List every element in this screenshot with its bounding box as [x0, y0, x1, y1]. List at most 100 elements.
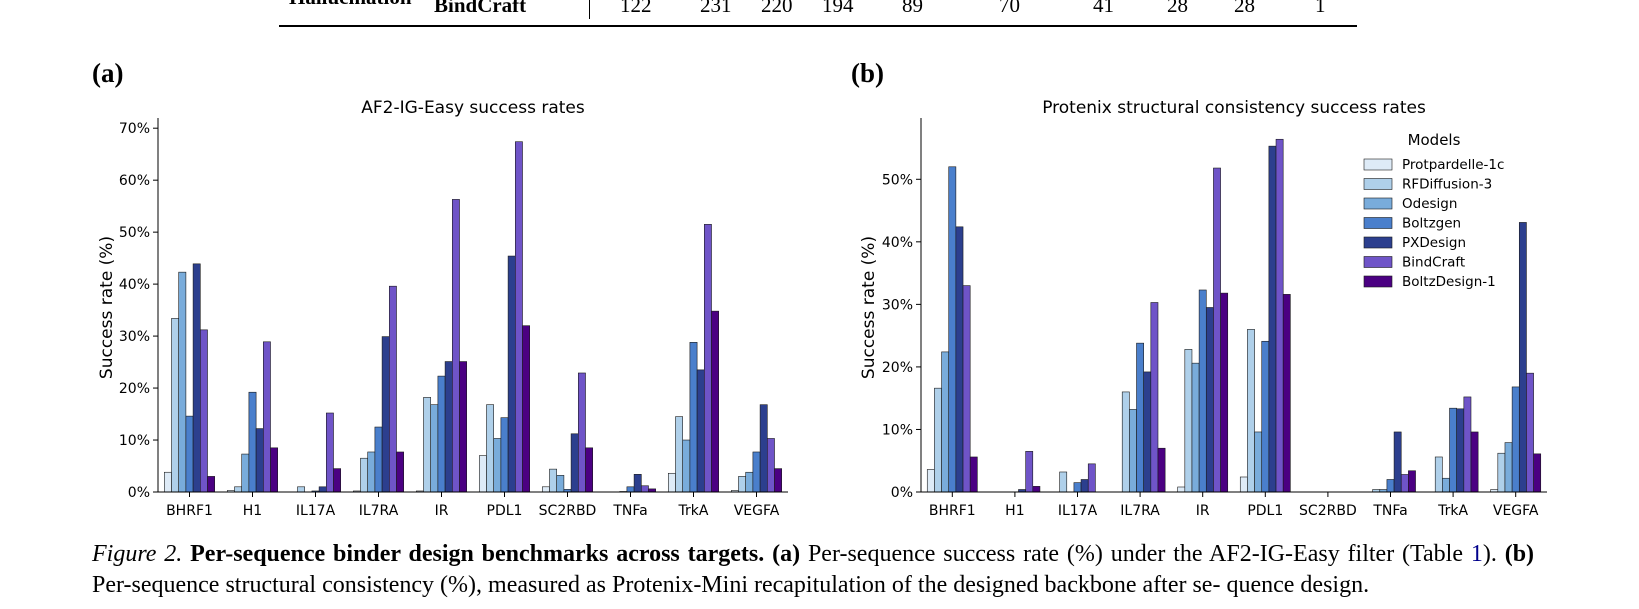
- bar: [1400, 474, 1409, 493]
- legend-swatch: [1363, 275, 1393, 288]
- x-tick-label: SC2RBD: [539, 503, 597, 519]
- x-tick-label: TrkA: [678, 503, 709, 519]
- bar: [941, 351, 950, 493]
- y-tick-label: 40%: [119, 277, 150, 293]
- y-tick-label: 20%: [882, 360, 913, 376]
- table-cell: 41: [1093, 0, 1114, 17]
- bar: [934, 387, 942, 493]
- bar: [1526, 372, 1534, 493]
- x-tick-label: BHRF1: [929, 503, 976, 519]
- table-cell: 194: [822, 0, 854, 17]
- bar: [962, 285, 971, 493]
- bar: [926, 469, 935, 493]
- x-tick-label: VEGFA: [1493, 503, 1539, 519]
- legend-label: PXDesign: [1402, 235, 1466, 251]
- caption-table-link[interactable]: 1: [1470, 541, 1483, 567]
- y-tick-label: 0%: [891, 485, 913, 501]
- bar: [1191, 362, 1200, 493]
- caption-b-text: Per-sequence structural consistency (%),…: [92, 572, 1221, 598]
- bar: [1463, 396, 1472, 493]
- bar: [1073, 482, 1082, 493]
- table-cell: 1: [1315, 0, 1326, 17]
- x-tick-label: IL7RA: [1120, 503, 1160, 519]
- bar: [1157, 447, 1166, 493]
- bar: [1150, 302, 1159, 493]
- caption-b-label: (b): [1504, 541, 1535, 567]
- y-tick-label: 70%: [119, 121, 150, 137]
- panel-label-a: (a): [92, 58, 124, 88]
- bar: [1408, 470, 1416, 493]
- table-row-label: BindCraft: [434, 0, 527, 17]
- bar: [1080, 479, 1089, 493]
- caption-last-line: quence design.: [1226, 572, 1370, 598]
- table-column-separator: [589, 0, 590, 19]
- x-tick-label: TNFa: [612, 503, 647, 519]
- bar: [1434, 456, 1443, 493]
- bar: [1504, 442, 1513, 493]
- table-cell: 28: [1167, 0, 1188, 17]
- bar: [1442, 477, 1450, 493]
- y-axis-label: Success rate (%): [859, 236, 879, 379]
- bar: [1497, 452, 1506, 493]
- legend-title: Models: [1408, 131, 1461, 149]
- legend-swatch: [1363, 178, 1393, 190]
- x-tick-label: SC2RBD: [1299, 503, 1357, 519]
- table-cell: 89: [902, 0, 923, 17]
- bar: [1247, 329, 1255, 493]
- x-tick-label: PDL1: [1247, 503, 1283, 519]
- bar: [955, 226, 964, 493]
- y-tick-label: 0%: [128, 485, 150, 501]
- bar: [1282, 294, 1291, 493]
- bar: [1198, 289, 1207, 493]
- bar: [1136, 342, 1144, 493]
- legend-label: BoltzDesign-1: [1402, 274, 1496, 290]
- x-tick-label: IR: [435, 503, 449, 519]
- bar: [1261, 340, 1270, 493]
- legend-label: Boltzgen: [1402, 216, 1461, 232]
- y-axis-label: Success rate (%): [97, 236, 117, 379]
- legend-swatch: [1363, 197, 1393, 210]
- caption-figure-label: Figure 2.: [92, 541, 183, 567]
- chart-title: Protenix structural consistency success …: [1042, 98, 1426, 118]
- caption-table-open: (Table: [1402, 541, 1471, 567]
- bar: [1275, 138, 1284, 493]
- x-tick-label: IR: [1196, 503, 1210, 519]
- bar: [1518, 222, 1527, 493]
- legend-swatch: [1363, 217, 1393, 229]
- bar: [1059, 471, 1068, 493]
- bar: [1025, 451, 1034, 493]
- y-tick-label: 30%: [119, 329, 150, 345]
- panel-label-b: (b): [851, 58, 884, 88]
- caption-a-text: Per-sequence success rate (%) under the …: [807, 541, 1395, 567]
- legend-swatch: [1363, 256, 1393, 268]
- bar: [1205, 307, 1214, 493]
- table-row-group-label: Hallucination: [289, 0, 412, 8]
- caption-title: Per-sequence binder design benchmarks ac…: [190, 541, 765, 567]
- figure-caption: Figure 2. Per-sequence binder design ben…: [92, 539, 1534, 601]
- bar: [1449, 407, 1457, 493]
- table-cell: 122: [620, 0, 652, 17]
- legend-label: Protpardelle-1c: [1402, 157, 1504, 173]
- table-cell: 220: [761, 0, 793, 17]
- bar: [1470, 431, 1479, 493]
- x-tick-label: BHRF1: [166, 503, 213, 519]
- y-tick-label: 20%: [119, 381, 150, 397]
- x-tick-label: H1: [243, 503, 262, 519]
- bar: [1386, 479, 1395, 493]
- x-tick-label: IL17A: [1058, 503, 1098, 519]
- bar: [1511, 386, 1520, 493]
- legend-label: RFDiffusion-3: [1402, 177, 1492, 193]
- y-tick-label: 30%: [882, 297, 913, 313]
- x-tick-label: IL17A: [296, 503, 336, 519]
- y-tick-label: 50%: [882, 172, 913, 188]
- bar: [1177, 486, 1186, 493]
- table-cell: 28: [1234, 0, 1255, 17]
- bar: [969, 456, 978, 493]
- x-tick-label: TNFa: [1372, 503, 1407, 519]
- bar: [1268, 145, 1277, 493]
- x-tick-label: IL7RA: [359, 503, 399, 519]
- bar: [1143, 371, 1152, 493]
- bar: [1393, 431, 1402, 493]
